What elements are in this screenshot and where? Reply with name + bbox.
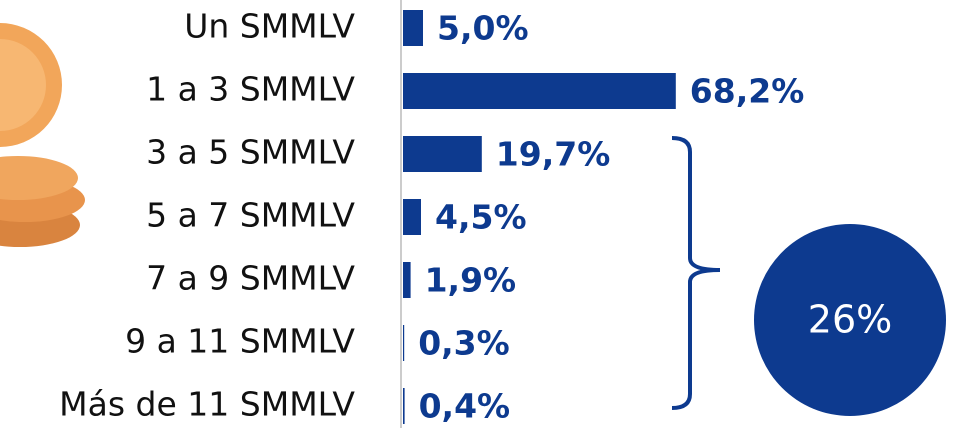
value-label: 0,4%	[419, 387, 511, 426]
bar	[403, 388, 405, 424]
value-label: 5,0%	[437, 9, 529, 48]
coins-illustration	[0, 23, 85, 247]
category-label: 7 a 9 SMMLV	[146, 259, 355, 298]
category-label: 5 a 7 SMMLV	[146, 196, 355, 235]
category-label: 1 a 3 SMMLV	[146, 70, 355, 109]
category-label: 9 a 11 SMMLV	[125, 322, 355, 361]
value-label: 68,2%	[690, 72, 805, 111]
value-label: 0,3%	[418, 324, 510, 363]
value-label: 1,9%	[425, 261, 517, 300]
bar	[403, 136, 482, 172]
value-label: 19,7%	[496, 135, 611, 174]
annotation: 26%	[808, 298, 892, 342]
category-label: 3 a 5 SMMLV	[146, 133, 355, 172]
bar	[403, 262, 411, 298]
bar	[403, 73, 676, 109]
bracket	[672, 138, 720, 408]
bar	[403, 199, 421, 235]
chart: 26% Un SMMLV 5,0% 1 a 3 SMMLV 68,2% 3 a 5 SM…	[0, 0, 961, 428]
value-label: 4,5%	[435, 198, 527, 237]
category-label: Un SMMLV	[184, 7, 355, 46]
category-label: Más de 11 SMMLV	[59, 385, 355, 424]
bar	[403, 325, 404, 361]
bar	[403, 10, 423, 46]
